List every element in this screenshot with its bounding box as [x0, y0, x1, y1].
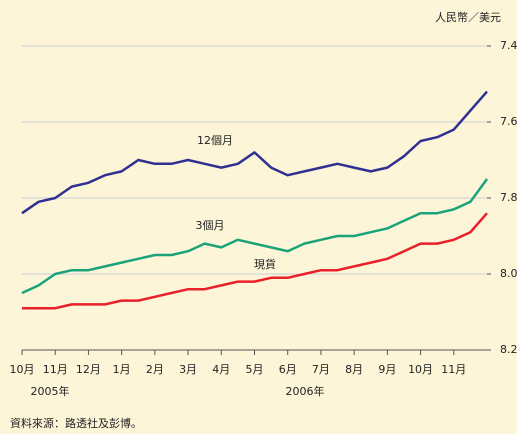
x-tick-label: 3月 — [179, 363, 197, 376]
y-tick-label: 8.0 — [500, 267, 517, 280]
x-tick-label: 11月 — [441, 363, 466, 376]
x-tick-label: 8月 — [345, 363, 363, 376]
x-tick-label: 1月 — [113, 363, 131, 376]
y-tick-label: 7.4 — [500, 39, 517, 52]
x-tick-label: 10月 — [408, 363, 433, 376]
x-tick-label: 10月 — [10, 363, 35, 376]
series-label: 現貨 — [254, 257, 276, 271]
x-tick-label: 5月 — [246, 363, 264, 376]
series-line — [22, 212, 488, 310]
y-tick-label: 7.6 — [500, 115, 517, 128]
y-axis-title: 人民幣／美元 — [435, 11, 501, 24]
series-label: 3個月 — [196, 219, 225, 232]
year-label: 2006年 — [286, 384, 325, 398]
x-tick-label: 4月 — [212, 363, 230, 376]
y-tick-label: 8.2 — [500, 343, 517, 356]
x-tick-label: 11月 — [43, 363, 68, 376]
x-tick-label: 12月 — [76, 363, 101, 376]
x-tick-label: 2月 — [146, 363, 164, 376]
y-tick-label: 7.8 — [500, 191, 517, 204]
series-line — [21, 90, 488, 215]
series-label: 12個月 — [197, 134, 233, 147]
series-line — [21, 178, 489, 295]
x-tick-label: 7月 — [312, 363, 330, 376]
x-tick-label: 9月 — [378, 363, 396, 376]
source-note: 資料來源：路透社及彭博。 — [10, 416, 142, 430]
year-label: 2005年 — [31, 384, 70, 398]
x-tick-label: 6月 — [279, 363, 297, 376]
